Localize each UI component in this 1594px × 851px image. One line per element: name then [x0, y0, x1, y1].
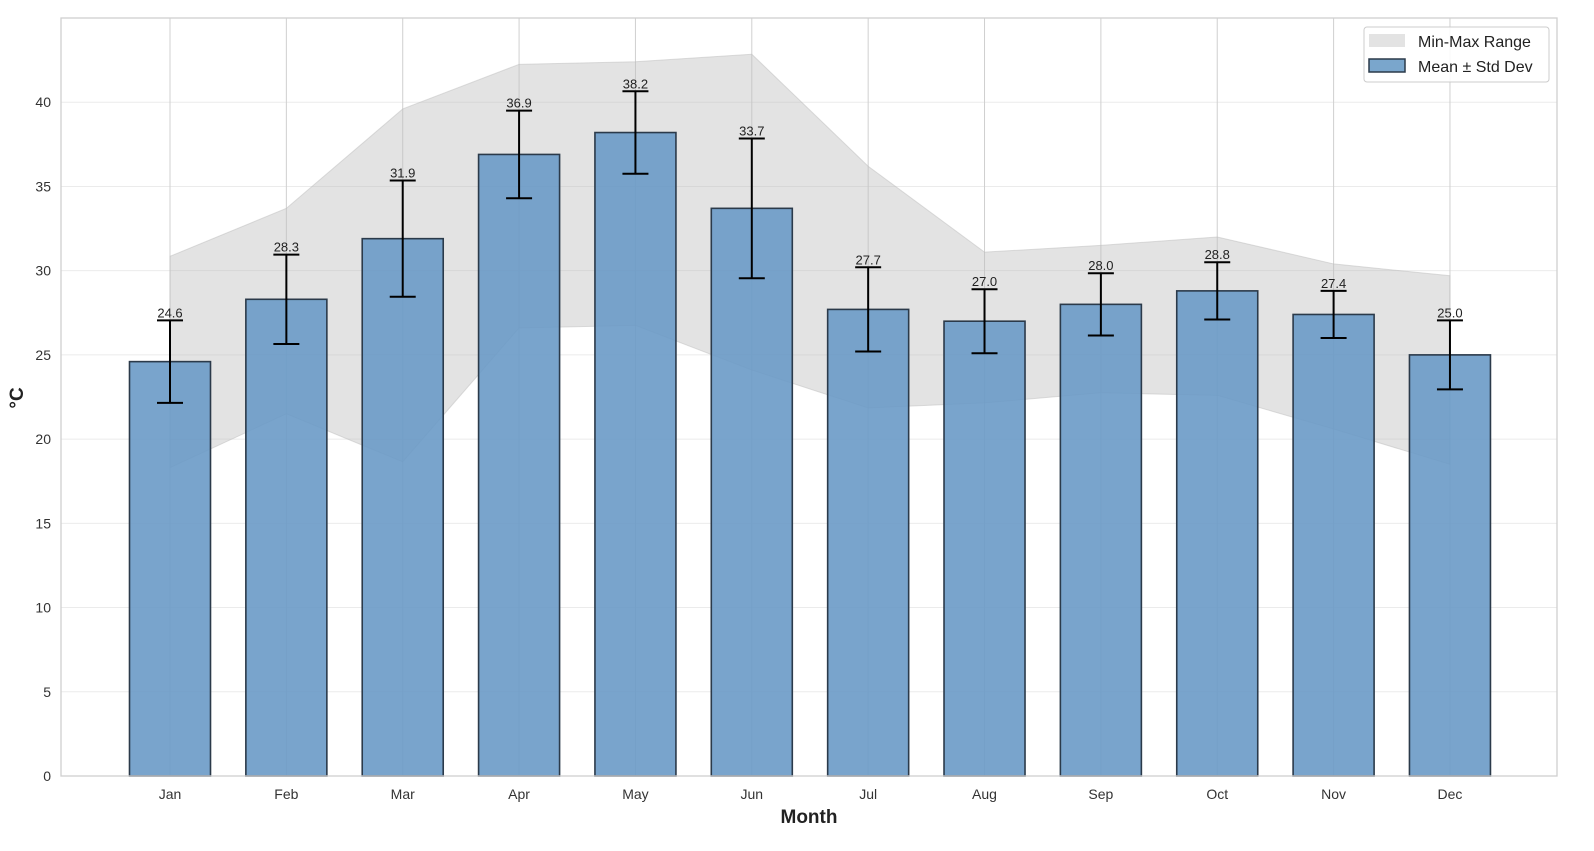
- data-label: 25.0: [1437, 305, 1462, 320]
- legend-label-range: Min-Max Range: [1418, 34, 1531, 51]
- x-tick-label: Aug: [972, 786, 997, 802]
- legend-swatch-range: [1369, 34, 1405, 47]
- bar-jul: [826, 308, 910, 777]
- x-tick-label: Jun: [741, 786, 764, 802]
- data-label: 38.2: [623, 76, 648, 91]
- axes: 0 5 10 15 20 25 30 35 40 Jan Feb Mar Apr May Jun Jul Aug…: [35, 17, 1558, 802]
- x-tick-label: Nov: [1321, 786, 1346, 802]
- data-label: 36.9: [506, 96, 531, 111]
- bar-apr: [477, 153, 561, 777]
- data-label: 27.4: [1321, 276, 1346, 291]
- data-label: 24.6: [157, 305, 182, 320]
- x-tick-label: Apr: [508, 786, 530, 802]
- data-label: 31.9: [390, 166, 415, 181]
- y-tick-label: 30: [35, 263, 51, 279]
- bar-jun: [710, 207, 794, 777]
- bar-dec: [1408, 354, 1492, 777]
- x-tick-label: Dec: [1438, 786, 1463, 802]
- y-tick-label: 0: [43, 768, 51, 784]
- bar-may: [594, 131, 677, 777]
- x-tick-label: Feb: [274, 786, 298, 802]
- data-label: 28.3: [274, 240, 299, 255]
- bar-mar: [361, 237, 445, 777]
- data-label: 27.7: [856, 252, 881, 267]
- x-tick-label: Sep: [1088, 786, 1113, 802]
- y-tick-label: 20: [35, 431, 51, 447]
- legend-box: [1363, 26, 1550, 83]
- x-tick-label: May: [622, 786, 648, 802]
- x-tick-label: Jul: [859, 786, 877, 802]
- y-tick-label: 40: [35, 94, 51, 110]
- data-label: 33.7: [739, 123, 764, 138]
- x-tick-label: Mar: [391, 786, 415, 802]
- data-label: 27.0: [972, 274, 997, 289]
- y-tick-label: 10: [35, 600, 51, 616]
- bar-jan: [128, 360, 212, 777]
- y-tick-label: 5: [43, 684, 51, 700]
- x-tick-label: Jan: [159, 786, 182, 802]
- error-bars: [157, 90, 1463, 404]
- x-tick-label: Oct: [1206, 786, 1228, 802]
- bars: [128, 131, 1492, 777]
- y-axis-label: °C: [7, 387, 28, 409]
- legend-label-mean: Mean ± Std Dev: [1418, 59, 1533, 76]
- y-tick-label: 35: [35, 178, 51, 194]
- bar-nov: [1292, 313, 1375, 777]
- legend: Min-Max Range Mean ± Std Dev: [1363, 26, 1550, 83]
- y-tick-label: 25: [35, 347, 51, 363]
- data-label: 28.0: [1088, 258, 1113, 273]
- data-label: 28.8: [1205, 247, 1230, 262]
- plot-frame: [60, 17, 1558, 777]
- bar-aug: [943, 320, 1026, 777]
- bar-oct: [1175, 290, 1259, 777]
- x-axis-label: Month: [781, 807, 838, 828]
- legend-swatch-mean: [1368, 58, 1406, 73]
- bar-feb: [245, 298, 328, 777]
- bar-sep: [1059, 303, 1143, 777]
- y-tick-label: 15: [35, 515, 51, 531]
- data-labels: 24.6 28.3 31.9 36.9 38.2 33.7 27.7 27.0 28.0 28.8…: [157, 76, 1462, 320]
